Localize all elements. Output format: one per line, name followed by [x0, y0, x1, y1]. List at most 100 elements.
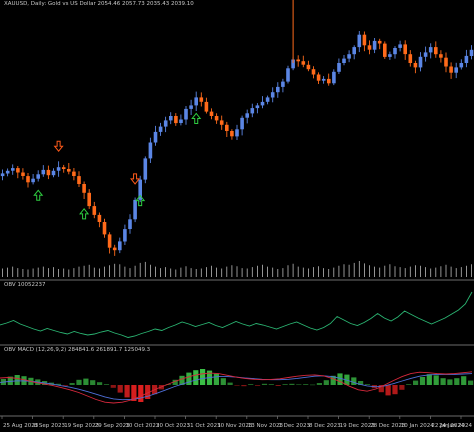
- bear-candle: [26, 176, 30, 183]
- macd-histogram-bar-positive: [468, 380, 474, 385]
- bull-candle: [245, 113, 249, 118]
- bull-candle: [163, 120, 168, 127]
- bull-candle: [36, 174, 40, 179]
- time-axis-label: 10 Oct 2023: [125, 423, 160, 429]
- macd-histogram-bar-negative: [392, 385, 398, 395]
- bear-candle: [408, 54, 413, 63]
- macd-histogram-bar-positive: [282, 384, 288, 385]
- bull-candle: [31, 178, 35, 183]
- bull-candle: [158, 126, 163, 132]
- macd-histogram-bar-positive: [296, 384, 302, 385]
- bull-candle: [357, 34, 362, 48]
- bull-candle: [291, 59, 295, 69]
- bull-candle: [260, 101, 265, 106]
- macd-histogram-bar-positive: [268, 384, 274, 385]
- macd-histogram-bar-negative: [62, 385, 68, 386]
- bull-candle: [347, 54, 351, 59]
- obv-header: OBV 10052237: [4, 282, 46, 288]
- bear-candle: [204, 101, 209, 112]
- buy-signal-arrow: [79, 208, 90, 220]
- macd-histogram-bar-positive: [303, 384, 309, 385]
- bull-candle: [41, 169, 46, 175]
- macd-histogram-bar-positive: [364, 384, 371, 385]
- macd-histogram-bar-positive: [186, 372, 192, 385]
- bear-candle: [439, 54, 443, 58]
- obv-pane: [0, 291, 473, 338]
- bull-candle: [281, 81, 285, 87]
- bear-candle: [413, 63, 418, 68]
- bear-candle: [174, 116, 178, 124]
- macd-histogram-bar-positive: [7, 376, 13, 385]
- buy-signal-arrow: [33, 189, 44, 201]
- bull-candle: [265, 97, 270, 102]
- bear-candle: [316, 74, 321, 81]
- bull-candle: [332, 71, 336, 84]
- bull-candle: [148, 142, 153, 159]
- bear-candle: [46, 169, 51, 176]
- macd-histogram-bar-positive: [433, 375, 439, 385]
- time-axis-label: 10 Jan 2024: [401, 423, 434, 429]
- bear-candle: [16, 168, 20, 173]
- macd-pane: [0, 369, 474, 404]
- macd-histogram-bar-positive: [351, 377, 357, 385]
- macd-histogram-bar-positive: [179, 375, 185, 385]
- bear-candle: [383, 43, 387, 57]
- macd-histogram-bar-positive: [358, 381, 364, 385]
- bear-candle: [306, 64, 311, 70]
- time-axis-label: 28 Dec 2023: [370, 423, 406, 429]
- time-axis-label: 31 Oct 2023: [187, 423, 222, 429]
- macd-main-line: [0, 371, 473, 404]
- time-axis-label: 19 Sep 2023: [64, 423, 99, 429]
- bear-candle: [219, 120, 224, 125]
- time-axis-label: 24 Jan 2024: [439, 423, 472, 429]
- bull-candle: [459, 63, 464, 68]
- bear-candle: [301, 61, 306, 65]
- macd-histogram-bar-negative: [138, 385, 144, 402]
- bull-candle: [11, 168, 15, 171]
- macd-histogram-bar-positive: [220, 378, 226, 385]
- time-axis-label: 8 Dec 2023: [309, 423, 341, 429]
- macd-histogram-bar-positive: [316, 383, 322, 385]
- bear-candle: [377, 40, 382, 44]
- macd-histogram-bar-positive: [213, 373, 219, 385]
- bull-candle: [398, 44, 402, 48]
- time-axis-label: 19 Dec 2023: [340, 423, 376, 429]
- macd-histogram-bar-positive: [200, 369, 206, 385]
- bull-candle: [464, 55, 469, 63]
- macd-histogram-bar-positive: [83, 378, 89, 385]
- macd-histogram-bar-negative: [255, 385, 261, 386]
- bull-candle: [194, 97, 198, 106]
- macd-histogram-bar-negative: [275, 385, 281, 386]
- bear-candle: [199, 97, 204, 102]
- macd-histogram-bar-positive: [289, 383, 295, 385]
- bull-candle: [5, 170, 10, 174]
- macd-histogram-bar-positive: [310, 384, 316, 386]
- bull-candle: [240, 117, 244, 130]
- macd-histogram-bar-positive: [97, 382, 103, 385]
- macd-histogram-bar-negative: [234, 385, 240, 386]
- bull-candle: [235, 129, 239, 137]
- bull-candle: [250, 108, 255, 114]
- time-axis-label: 8 Sep 2023: [34, 423, 66, 429]
- bear-candle: [209, 111, 214, 116]
- time-axis-label: 1 Dec 2023: [278, 423, 310, 429]
- bear-candle: [92, 206, 97, 215]
- bear-candle: [327, 78, 331, 84]
- bear-candle: [449, 66, 453, 73]
- bull-candle: [189, 105, 193, 109]
- macd-histogram-bar-positive: [69, 383, 75, 385]
- bear-candle: [362, 34, 367, 46]
- bull-candle: [469, 49, 474, 56]
- bear-candle: [403, 44, 407, 55]
- bull-candle: [138, 179, 142, 200]
- price-pane: [0, 0, 474, 277]
- macd-histogram-bar-negative: [124, 385, 130, 398]
- macd-histogram-bar-negative: [145, 385, 151, 399]
- bull-candle: [418, 56, 423, 68]
- macd-histogram-bar-positive: [337, 373, 343, 385]
- bear-candle: [21, 172, 25, 176]
- time-axis-label: 22 Jan 2024: [431, 423, 464, 429]
- bull-candle: [388, 54, 392, 57]
- bear-candle: [112, 247, 117, 251]
- sell-signal-arrow: [130, 173, 141, 185]
